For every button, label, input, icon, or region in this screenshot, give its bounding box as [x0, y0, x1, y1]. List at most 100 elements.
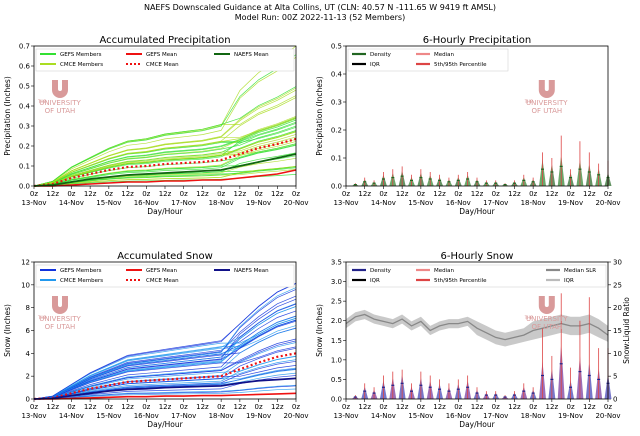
chart-title: Accumulated Precipitation — [99, 35, 230, 46]
y2-tick-label: 30 — [613, 259, 622, 267]
series-naefs-mean — [33, 153, 297, 187]
x-hour-label: 0z — [217, 403, 225, 411]
member-line — [33, 125, 297, 187]
legend: GEFS Members GEFS Mean NAEFS Mean CMCE Memb… — [35, 48, 295, 72]
figure-title-line2: Model Run: 00Z 2022-11-13 (52 Members) — [235, 13, 405, 22]
density-bars — [351, 135, 612, 186]
logo-the: THE — [524, 99, 533, 104]
x-day-label: 17-Nov — [171, 412, 196, 420]
y-axis-label: Snow (Inches) — [315, 304, 324, 357]
member-line — [33, 144, 297, 187]
x-hour-label: 12z — [433, 403, 446, 411]
x-hour-label: 12z — [84, 190, 97, 198]
logo-the: THE — [37, 99, 46, 104]
x-day-label: 14-Nov — [59, 412, 84, 420]
member-line — [33, 306, 297, 400]
x-day-label: 20-Nov — [595, 412, 620, 420]
x-hour-label: 0z — [342, 403, 350, 411]
member-line — [33, 117, 297, 187]
series-cmce-mean — [33, 137, 297, 188]
x-hour-label: 0z — [30, 403, 38, 411]
x-day-label: 13-Nov — [21, 199, 46, 207]
block-u-icon — [538, 296, 555, 314]
x-day-label: 15-Nov — [96, 199, 121, 207]
axes-frame — [33, 261, 297, 400]
x-hour-label: 0z — [105, 190, 113, 198]
y-axis-label: Precipitation (Inches) — [315, 76, 324, 156]
legend-label: GEFS Mean — [146, 52, 178, 58]
legend-label: IQR — [370, 278, 380, 284]
member-line — [33, 131, 297, 187]
y-tick-label: 3.0 — [331, 278, 342, 286]
member-line — [33, 340, 297, 400]
x-day-label: 17-Nov — [171, 199, 196, 207]
x-hour-label: 0z — [379, 190, 387, 198]
legend-box — [347, 48, 509, 72]
legend-label: Median — [434, 268, 455, 274]
legend-label: GEFS Members — [60, 52, 102, 58]
block-u-icon — [52, 296, 68, 314]
y2-tick-label: 25 — [613, 281, 622, 289]
x-hour-label: 12z — [546, 190, 559, 198]
x-hour-label: 0z — [142, 190, 150, 198]
y-tick-label: 0.6 — [19, 63, 31, 71]
x-day-label: 15-Nov — [408, 199, 433, 207]
member-line — [33, 315, 297, 400]
x-day-label: 18-Nov — [521, 412, 546, 420]
member-line — [33, 347, 297, 400]
y-tick-label: 8 — [26, 304, 30, 312]
panel-acc-snow: Accumulated Snow 0 2 4 6 8 10 12 0z 12z 0z 12z 0z 12z… — [3, 251, 309, 429]
y2-axis-label: Snow:Liquid Ratio — [622, 297, 631, 364]
x-hour-label: 0z — [255, 403, 263, 411]
y-tick-label: 12 — [21, 259, 30, 267]
member-line — [33, 283, 297, 400]
y2-tick-label: 10 — [613, 350, 622, 358]
x-day-label: 19-Nov — [558, 199, 583, 207]
logo-name-2: OF UTAH — [45, 107, 76, 115]
y-axis-label: Snow (Inches) — [3, 304, 12, 357]
x-hour-label: 12z — [271, 403, 284, 411]
series-cmce-mean — [33, 352, 297, 401]
legend-label: NAEFS Mean — [234, 52, 269, 58]
axes-frame — [345, 261, 609, 400]
y-tick-label: 0.5 — [331, 376, 342, 384]
y-tick-label: 0.5 — [19, 83, 30, 91]
legend-label: 5th/95th Percentile — [434, 62, 487, 68]
chart-title: 6-Hourly Snow — [441, 251, 514, 262]
x-hour-label: 12z — [234, 403, 247, 411]
legend-label: NAEFS Mean — [234, 268, 269, 274]
y2-tick-label: 5 — [613, 373, 617, 381]
member-line — [33, 86, 297, 187]
x-hour-label: 12z — [196, 403, 209, 411]
x-hour-label: 12z — [396, 403, 409, 411]
x-hour-label: 0z — [30, 190, 38, 198]
x-hour-label: 0z — [255, 190, 263, 198]
member-line — [33, 319, 297, 400]
x-day-label: 15-Nov — [96, 412, 121, 420]
member-line — [33, 355, 297, 400]
y-tick-label: 0.0 — [19, 183, 30, 191]
x-hour-label: 0z — [492, 190, 500, 198]
logo-name-2: OF UTAH — [45, 323, 76, 331]
panel-six-precip: 6-Hourly Precipitation 0.0 0.1 0.2 0.3 0.4 0.5… — [315, 35, 621, 216]
y-tick-label: 0.2 — [331, 127, 342, 135]
x-hour-label: 0z — [529, 190, 537, 198]
x-day-label: 20-Nov — [283, 412, 308, 420]
x-hour-label: 0z — [292, 190, 300, 198]
x-day-label: 20-Nov — [283, 199, 308, 207]
chart-title: 6-Hourly Precipitation — [423, 35, 531, 46]
x-hour-label: 0z — [604, 190, 612, 198]
x-hour-label: 0z — [379, 403, 387, 411]
x-axis-label: Day/Hour — [147, 420, 183, 429]
x-hour-label: 12z — [196, 190, 209, 198]
y-tick-label: 2 — [26, 373, 30, 381]
legend-label: Density — [370, 268, 392, 274]
x-day-label: 16-Nov — [134, 199, 159, 207]
x-hour-label: 12z — [471, 403, 484, 411]
x-hour-label: 0z — [67, 403, 75, 411]
logo-the: THE — [524, 315, 533, 320]
y-tick-label: 1.0 — [331, 356, 342, 364]
